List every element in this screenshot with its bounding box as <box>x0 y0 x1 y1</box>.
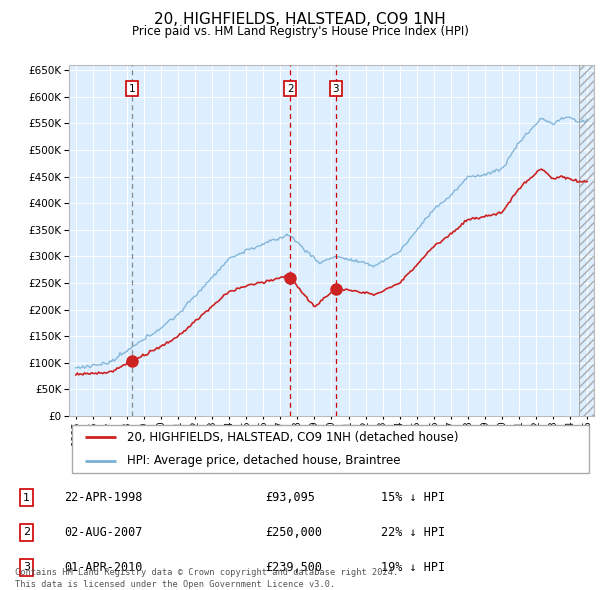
Text: 01-APR-2010: 01-APR-2010 <box>64 561 142 574</box>
Text: 3: 3 <box>332 84 339 94</box>
Text: 1: 1 <box>129 84 136 94</box>
Text: Price paid vs. HM Land Registry's House Price Index (HPI): Price paid vs. HM Land Registry's House … <box>131 25 469 38</box>
Text: Contains HM Land Registry data © Crown copyright and database right 2024.
This d: Contains HM Land Registry data © Crown c… <box>15 568 398 589</box>
Text: 2: 2 <box>23 527 30 537</box>
Text: 1: 1 <box>23 493 30 503</box>
Text: 20, HIGHFIELDS, HALSTEAD, CO9 1NH: 20, HIGHFIELDS, HALSTEAD, CO9 1NH <box>154 12 446 27</box>
Text: 3: 3 <box>23 562 30 572</box>
Text: 22% ↓ HPI: 22% ↓ HPI <box>380 526 445 539</box>
Text: 15% ↓ HPI: 15% ↓ HPI <box>380 491 445 504</box>
Text: HPI: Average price, detached house, Braintree: HPI: Average price, detached house, Brai… <box>127 454 400 467</box>
Text: 2: 2 <box>287 84 293 94</box>
Text: £250,000: £250,000 <box>265 526 322 539</box>
Text: £239,500: £239,500 <box>265 561 322 574</box>
Text: 02-AUG-2007: 02-AUG-2007 <box>64 526 142 539</box>
Text: 20, HIGHFIELDS, HALSTEAD, CO9 1NH (detached house): 20, HIGHFIELDS, HALSTEAD, CO9 1NH (detac… <box>127 431 458 444</box>
Text: £93,095: £93,095 <box>265 491 316 504</box>
Text: 19% ↓ HPI: 19% ↓ HPI <box>380 561 445 574</box>
FancyBboxPatch shape <box>71 425 589 473</box>
Text: 22-APR-1998: 22-APR-1998 <box>64 491 142 504</box>
